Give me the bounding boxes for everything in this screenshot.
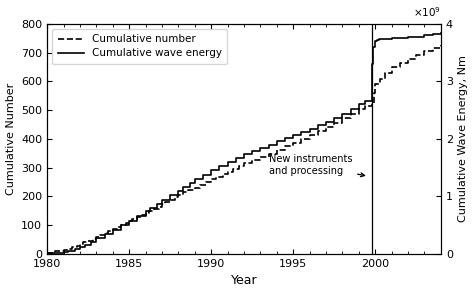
Line: Cumulative number: Cumulative number xyxy=(47,45,441,253)
Text: $\times10^9$: $\times10^9$ xyxy=(413,6,441,19)
Y-axis label: Cumulative Wave Energy, Nm: Cumulative Wave Energy, Nm xyxy=(458,55,468,222)
X-axis label: Year: Year xyxy=(231,275,257,287)
Cumulative wave energy xyxy=(422,34,428,37)
Y-axis label: Cumulative Number: Cumulative Number xyxy=(6,83,16,195)
Cumulative number xyxy=(44,251,50,254)
Cumulative wave energy xyxy=(323,120,329,123)
Cumulative wave energy xyxy=(356,103,362,106)
Cumulative wave energy xyxy=(143,209,148,213)
Text: New instruments
and processing: New instruments and processing xyxy=(269,154,365,177)
Cumulative number xyxy=(138,213,144,217)
Cumulative number xyxy=(371,91,376,95)
Cumulative wave energy xyxy=(374,38,380,42)
Cumulative number xyxy=(118,224,124,227)
Line: Cumulative wave energy: Cumulative wave energy xyxy=(47,33,441,253)
Cumulative number xyxy=(438,44,444,47)
Cumulative number xyxy=(220,173,226,176)
Cumulative wave energy xyxy=(135,214,140,218)
Cumulative number xyxy=(369,101,375,105)
Legend: Cumulative number, Cumulative wave energy: Cumulative number, Cumulative wave energ… xyxy=(52,29,227,64)
Cumulative wave energy xyxy=(44,252,50,255)
Cumulative number xyxy=(126,219,132,223)
Cumulative wave energy xyxy=(438,31,444,35)
